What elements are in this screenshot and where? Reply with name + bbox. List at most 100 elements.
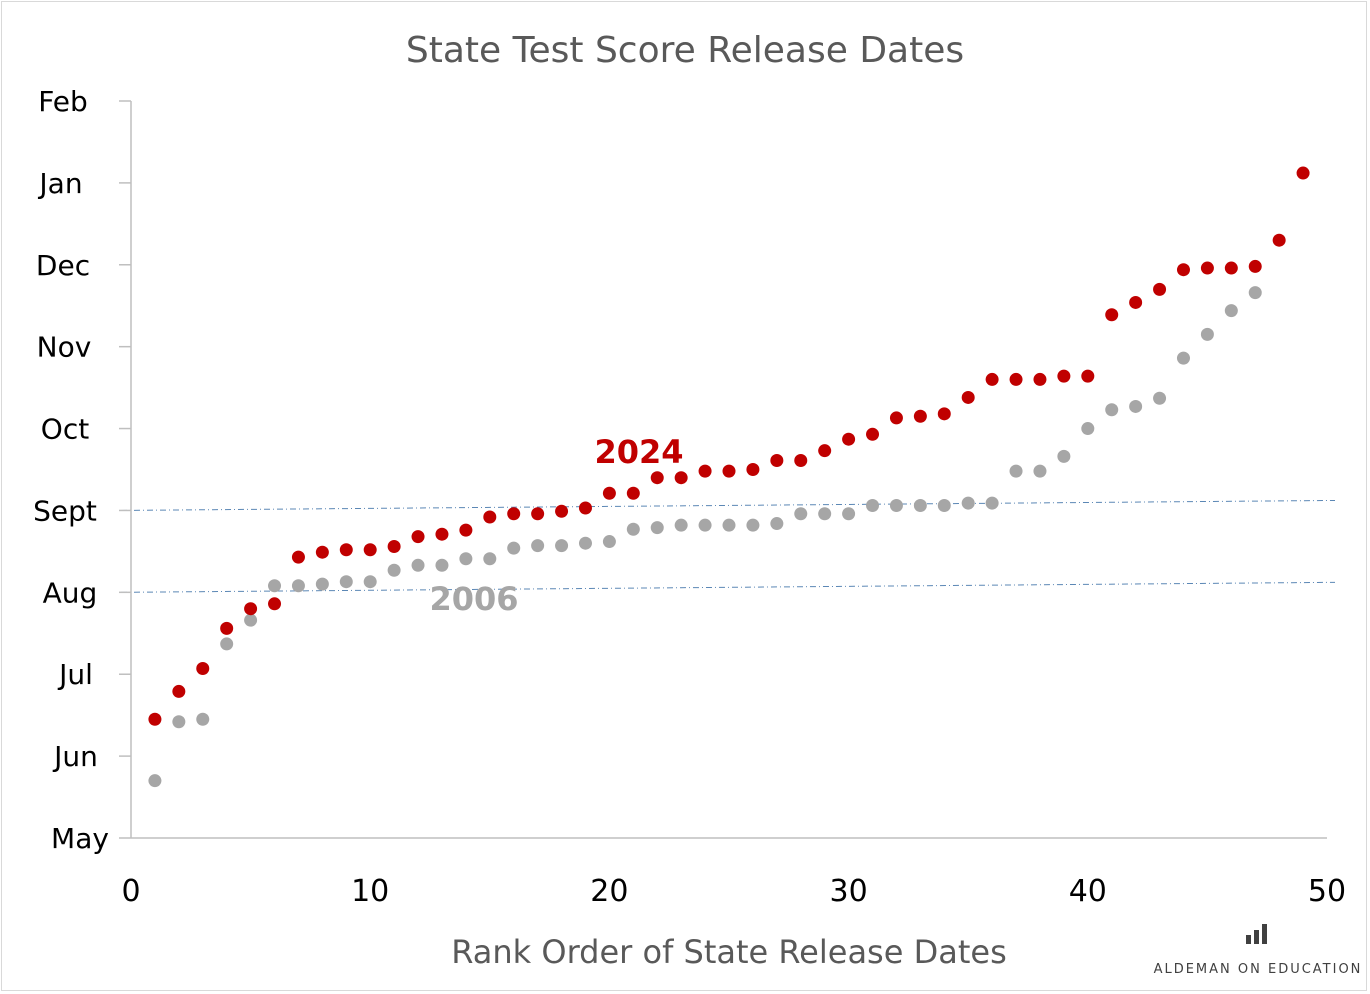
point-2006: [889, 499, 903, 513]
point-2006: [626, 522, 640, 536]
reference-line-0: [120, 581, 1336, 593]
point-2006: [578, 536, 592, 550]
point-2024: [650, 471, 664, 485]
point-2024: [1296, 166, 1310, 180]
point-2024: [1057, 369, 1071, 383]
point-2024: [1153, 282, 1167, 296]
point-2006: [1248, 286, 1262, 300]
x-tick-label: 30: [830, 874, 868, 909]
point-2024: [770, 453, 784, 467]
x-axis-ticks: 0 10 20 30 40 50: [121, 874, 1346, 909]
x-axis-label: Rank Order of State Release Dates: [451, 933, 1006, 971]
x-tick-label: 40: [1069, 874, 1107, 909]
point-2024: [842, 432, 856, 446]
point-2006: [674, 518, 688, 532]
point-2024: [1272, 233, 1286, 247]
y-tick-label: Sept: [33, 494, 97, 527]
point-2006: [483, 552, 497, 566]
point-2024: [268, 597, 282, 611]
point-2006: [411, 558, 425, 572]
point-2006: [291, 579, 305, 593]
point-2006: [1009, 464, 1023, 478]
point-2006: [459, 552, 473, 566]
point-2024: [1081, 369, 1095, 383]
point-2024: [722, 464, 736, 478]
y-tick-label: Jan: [37, 167, 82, 200]
point-2024: [459, 523, 473, 537]
bar-chart-icon: [1246, 924, 1267, 944]
point-2006: [507, 541, 521, 555]
point-2006: [1153, 391, 1167, 405]
point-2006: [1176, 351, 1190, 365]
point-2024: [1129, 295, 1143, 309]
point-2006: [1105, 403, 1119, 417]
point-2006: [985, 496, 999, 510]
point-2006: [220, 637, 234, 651]
point-2024: [483, 510, 497, 524]
point-2006: [842, 507, 856, 521]
point-2006: [794, 507, 808, 521]
y-tick-label: May: [51, 822, 109, 855]
point-2006: [1057, 449, 1071, 463]
point-2006: [1224, 304, 1238, 318]
point-2024: [387, 539, 401, 553]
point-2024: [913, 409, 927, 423]
point-2024: [1033, 372, 1047, 386]
point-2006: [937, 499, 951, 513]
point-2024: [674, 471, 688, 485]
point-2006: [555, 539, 569, 553]
point-2024: [148, 712, 162, 726]
y-tick-label: Aug: [43, 576, 98, 609]
y-axis-ticks: May Jun Jul Aug Sept Oct Nov Dec Jan Feb: [33, 85, 131, 855]
y-tick-label: Dec: [36, 249, 90, 282]
point-2006: [196, 712, 210, 726]
point-2006: [315, 577, 329, 591]
chart-title: State Test Score Release Dates: [406, 30, 964, 71]
brand-text: ALDEMAN ON EDUCATION: [1154, 962, 1363, 977]
x-tick-label: 0: [121, 874, 140, 909]
y-tick-label: Jun: [52, 740, 98, 773]
point-2006: [866, 499, 880, 513]
point-2006: [435, 558, 449, 572]
point-2006: [387, 563, 401, 577]
point-2024: [818, 444, 832, 458]
point-2024: [244, 602, 258, 616]
point-2024: [531, 507, 545, 521]
point-2024: [794, 453, 808, 467]
x-tick-label: 50: [1308, 874, 1346, 909]
point-2006: [1129, 399, 1143, 413]
point-2006: [818, 507, 832, 521]
reference-lines: [120, 499, 1336, 593]
y-tick-label: Feb: [38, 85, 88, 118]
point-2024: [1105, 308, 1119, 322]
point-2006: [650, 521, 664, 535]
point-2006: [268, 579, 282, 593]
point-2006: [1200, 327, 1214, 341]
point-2024: [961, 390, 975, 404]
point-2006: [1033, 464, 1047, 478]
point-2006: [244, 613, 258, 627]
point-2006: [148, 774, 162, 788]
point-2024: [1224, 261, 1238, 275]
x-tick-label: 20: [590, 874, 628, 909]
point-2006: [961, 496, 975, 510]
point-2006: [1081, 422, 1095, 436]
y-tick-label: Jul: [57, 658, 93, 691]
point-2024: [339, 543, 353, 557]
point-2024: [866, 427, 880, 441]
data-points: [148, 166, 1310, 788]
point-2024: [602, 486, 616, 500]
point-2006: [770, 517, 784, 531]
point-2006: [172, 715, 186, 729]
point-2024: [1200, 261, 1214, 275]
point-2024: [435, 527, 449, 541]
point-2024: [291, 550, 305, 564]
point-2024: [578, 501, 592, 515]
point-2006: [602, 535, 616, 549]
reference-line-1: [120, 499, 1336, 511]
point-2006: [531, 539, 545, 553]
point-2024: [172, 684, 186, 698]
point-2024: [937, 407, 951, 421]
point-2006: [722, 518, 736, 532]
